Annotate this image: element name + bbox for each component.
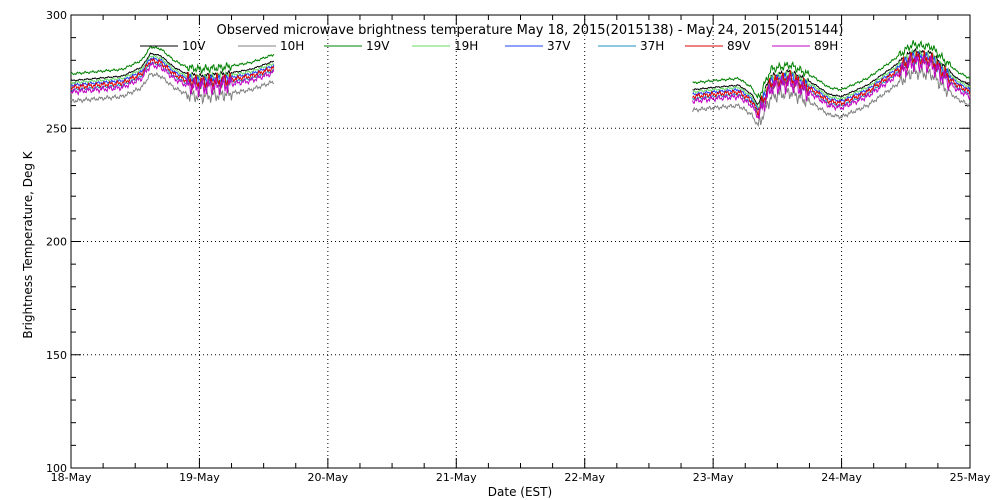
x-tick-label: 18-May xyxy=(51,471,92,484)
x-tick-label: 24-May xyxy=(821,471,862,484)
x-tick-label: 21-May xyxy=(436,471,477,484)
x-tick-label: 20-May xyxy=(307,471,348,484)
legend-label-19v: 19V xyxy=(366,39,390,53)
y-tick-label: 200 xyxy=(46,236,67,249)
series-line-89v xyxy=(70,57,275,91)
series-line-37h xyxy=(70,61,275,92)
legend-label-89h: 89H xyxy=(814,39,838,53)
chart-title: Observed microwave brightness temperatur… xyxy=(217,23,844,38)
series-line-37v xyxy=(70,56,275,88)
series-line-89h xyxy=(692,54,971,120)
y-tick-label: 250 xyxy=(46,122,67,135)
x-tick-labels: 18-May 19-May 20-May 21-May 22-May 23-May 24-M… xyxy=(51,471,991,484)
series-line-10h xyxy=(692,64,971,128)
y-axis-label: Brightness Temperature, Deg K xyxy=(21,150,35,338)
series-line-10h xyxy=(70,71,275,105)
grid xyxy=(71,15,970,468)
series-line-19h xyxy=(70,55,275,85)
series-line-19v xyxy=(692,40,971,99)
legend-label-10h: 10H xyxy=(280,39,304,53)
legend-label-37v: 37V xyxy=(547,39,571,53)
legend-label-89v: 89V xyxy=(727,39,751,53)
y-tick-labels: 100 150 200 250 300 xyxy=(46,9,67,475)
series-line-10v xyxy=(70,52,274,82)
series-lines xyxy=(70,40,971,128)
x-tick-label: 22-May xyxy=(564,471,605,484)
x-tick-label: 19-May xyxy=(179,471,220,484)
legend: 10V 10H 19V 19H 37V 37H 89V 89H xyxy=(140,39,838,53)
series-line-89h xyxy=(70,61,275,97)
y-tick-label: 150 xyxy=(46,349,67,362)
x-tick-label: 25-May xyxy=(950,471,991,484)
x-axis-label: Date (EST) xyxy=(488,485,552,499)
y-tick-label: 300 xyxy=(46,9,67,22)
series-line-19v xyxy=(70,45,275,76)
legend-label-37h: 37H xyxy=(640,39,664,53)
legend-label-10v: 10V xyxy=(182,39,206,53)
y-tick-label: 100 xyxy=(46,462,67,475)
legend-label-19h: 19H xyxy=(454,39,478,53)
x-tick-label: 23-May xyxy=(693,471,734,484)
